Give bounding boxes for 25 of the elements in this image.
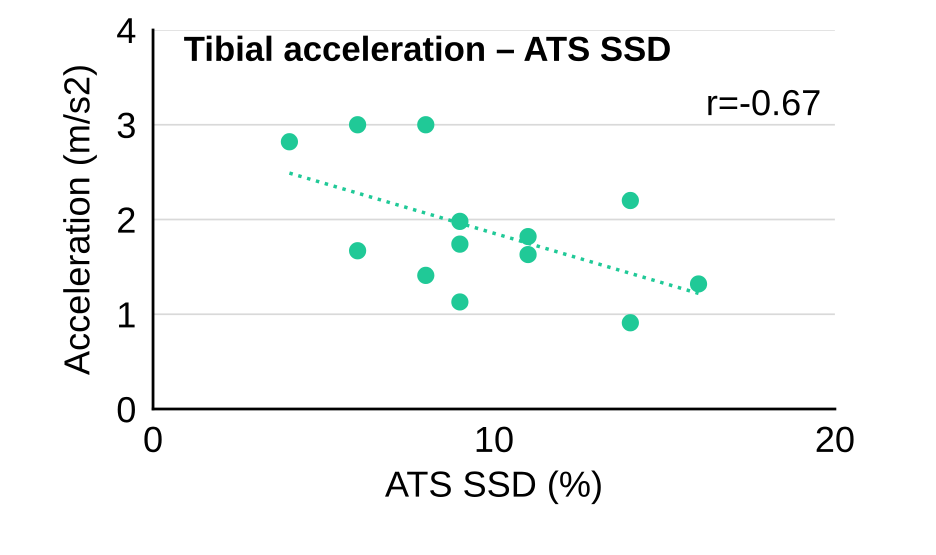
x-axis-title: ATS SSD (%) bbox=[385, 470, 601, 504]
y-tick-label: 0 bbox=[118, 396, 135, 422]
point bbox=[519, 246, 537, 264]
annotation: r=-0.67 bbox=[708, 90, 820, 116]
point bbox=[417, 266, 434, 284]
x-tick-label: 10 bbox=[476, 426, 513, 452]
point bbox=[280, 133, 298, 150]
point bbox=[451, 212, 468, 230]
point bbox=[451, 293, 468, 311]
y-tick-label: 4 bbox=[117, 18, 136, 44]
point bbox=[451, 236, 468, 253]
point bbox=[417, 116, 434, 134]
point bbox=[622, 192, 639, 210]
x-tick-label: 20 bbox=[816, 426, 854, 452]
point bbox=[690, 275, 708, 293]
point bbox=[622, 314, 639, 332]
point bbox=[519, 228, 537, 246]
y-tick-label: 1 bbox=[119, 302, 135, 328]
chart-title: Tibial acceleration – ATS SSD bbox=[184, 36, 670, 62]
x-tick-label: 0 bbox=[144, 426, 162, 452]
y-tick-label: 3 bbox=[118, 112, 135, 138]
point bbox=[348, 242, 366, 260]
y-axis-title: Acceleration (m/s2) bbox=[63, 66, 97, 375]
point bbox=[348, 116, 366, 134]
y-tick-label: 2 bbox=[118, 207, 135, 233]
